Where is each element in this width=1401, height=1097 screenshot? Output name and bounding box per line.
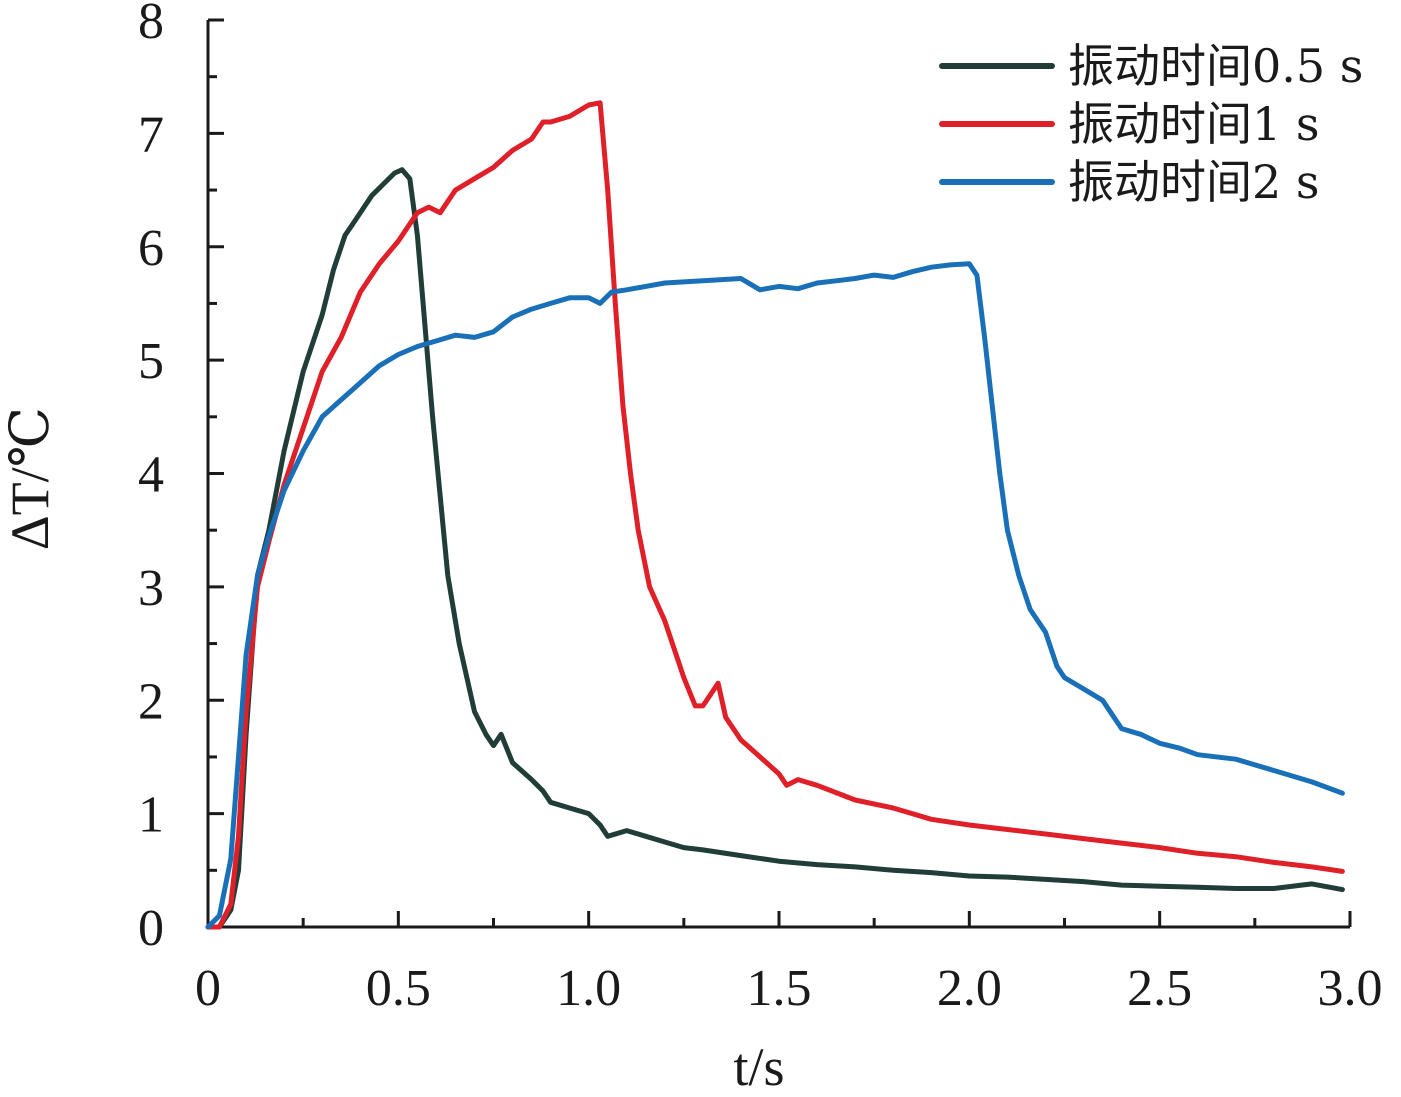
series-layer <box>205 100 1345 930</box>
y-axis-title: ΔT/℃ <box>0 407 60 550</box>
x-tick-label: 1.5 <box>747 960 812 1017</box>
y-tick-label: 5 <box>138 333 164 390</box>
x-tick-label: 2.5 <box>1127 960 1192 1017</box>
x-tick-label: 0.5 <box>366 960 431 1017</box>
y-tick-label: 7 <box>138 106 164 163</box>
x-tick-label: 2.0 <box>937 960 1002 1017</box>
x-axis-title: t/s <box>733 1037 784 1097</box>
series-line-1 <box>205 167 1345 930</box>
x-axis-ticks: 0 0.5 1.0 1.5 2.0 2.5 3.0 <box>195 911 1383 1017</box>
y-tick-label: 1 <box>138 787 164 844</box>
series-line-2 <box>205 100 1345 930</box>
x-tick-label: 1.0 <box>556 960 621 1017</box>
y-tick-label: 2 <box>138 673 164 730</box>
legend-label-1: 振动时间0.5 s <box>1068 39 1363 93</box>
y-tick-label: 0 <box>138 900 164 957</box>
series-line-3 <box>205 261 1345 930</box>
x-tick-label: 3.0 <box>1318 960 1383 1017</box>
x-tick-label: 0 <box>195 960 221 1017</box>
y-axis-ticks: 0 1 2 3 4 5 6 7 8 <box>138 0 224 957</box>
legend-label-3: 振动时间2 s <box>1068 155 1320 209</box>
y-tick-label: 4 <box>138 447 164 504</box>
y-tick-label: 8 <box>138 0 164 50</box>
y-tick-label: 3 <box>138 560 164 617</box>
y-tick-label: 6 <box>138 220 164 277</box>
legend-label-2: 振动时间1 s <box>1068 97 1320 151</box>
